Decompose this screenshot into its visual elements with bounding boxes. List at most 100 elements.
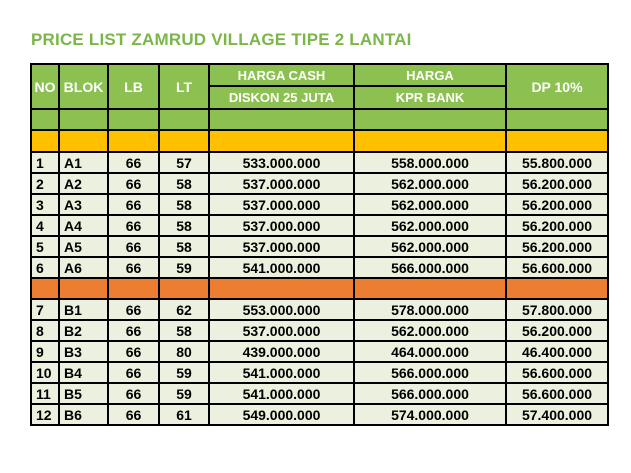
cell-blok: B5 [58,382,109,405]
table-row: 3 A3 66 58 537.000.000 562.000.000 56.200.000 [30,193,609,216]
table-row: 9 B3 66 80 439.000.000 464.000.000 46.400.000 [30,340,609,363]
cell-lb: 66 [107,319,160,342]
cell-blok: A5 [58,235,109,258]
cell-kpr: 574.000.000 [353,403,507,426]
cell-lt: 61 [158,403,210,426]
cell-cash: 537.000.000 [208,193,355,216]
table-row: 11 B5 66 59 541.000.000 566.000.000 56.600.000 [30,382,609,405]
cell-kpr: 562.000.000 [353,214,507,237]
cell-lb: 66 [107,172,160,195]
cell-dp: 55.800.000 [505,151,609,174]
cell-no: 2 [30,172,60,195]
cell-dp: 56.600.000 [505,361,609,384]
cell-blok: B4 [58,361,109,384]
header-row-2: DISKON 25 JUTA KPR BANK [31,85,608,110]
cell-lt: 59 [158,361,210,384]
cell-kpr: 562.000.000 [353,319,507,342]
cell-lt: 80 [158,340,210,363]
cell-dp: 56.200.000 [505,193,609,216]
cell-cash: 549.000.000 [208,403,355,426]
cell-no: 9 [30,340,60,363]
cell-lt: 58 [158,319,210,342]
cell-no: 3 [30,193,60,216]
cell-blok: A4 [58,214,109,237]
cell-kpr: 566.000.000 [353,256,507,279]
cell-blok: B3 [58,340,109,363]
header-cash-bottom: DISKON 25 JUTA [208,85,355,110]
header-dp: DP 10% [505,63,609,110]
table-row: 8 B2 66 58 537.000.000 562.000.000 56.200.000 [30,319,609,342]
table-row: 4 A4 66 58 537.000.000 562.000.000 56.200.000 [30,214,609,237]
cell-kpr: 562.000.000 [353,172,507,195]
cell-dp: 56.600.000 [505,382,609,405]
cell-lb: 66 [107,193,160,216]
cell-lb: 66 [107,214,160,237]
cell-kpr: 562.000.000 [353,235,507,258]
cell-no: 4 [30,214,60,237]
cell-dp: 56.200.000 [505,214,609,237]
cell-kpr: 578.000.000 [353,298,507,321]
cell-cash: 541.000.000 [208,256,355,279]
cell-lt: 59 [158,382,210,405]
cell-cash: 541.000.000 [208,361,355,384]
cell-lb: 66 [107,403,160,426]
cell-blok: A6 [58,256,109,279]
table-row: 12 B6 66 61 549.000.000 574.000.000 57.400.000 [30,403,609,426]
cell-lt: 58 [158,214,210,237]
cell-no: 8 [30,319,60,342]
cell-no: 11 [30,382,60,405]
cell-blok: A1 [58,151,109,174]
header-no: NO [30,63,60,110]
table-row: 2 A2 66 58 537.000.000 562.000.000 56.200.000 [30,172,609,195]
header-kpr-top: HARGA [353,63,507,87]
cell-no: 5 [30,235,60,258]
cell-blok: A2 [58,172,109,195]
cell-dp: 46.400.000 [505,340,609,363]
table-row: 1 A1 66 57 533.000.000 558.000.000 55.800.000 [30,151,609,174]
cell-cash: 537.000.000 [208,172,355,195]
cell-dp: 56.200.000 [505,172,609,195]
header-kpr-bottom: KPR BANK [353,85,507,110]
cell-no: 6 [30,256,60,279]
separator-orange [30,277,609,300]
table-row: 10 B4 66 59 541.000.000 566.000.000 56.600.000 [30,361,609,384]
cell-kpr: 566.000.000 [353,382,507,405]
cell-no: 10 [30,361,60,384]
cell-lb: 66 [107,235,160,258]
cell-kpr: 464.000.000 [353,340,507,363]
cell-cash: 537.000.000 [208,235,355,258]
cell-kpr: 566.000.000 [353,361,507,384]
cell-lt: 59 [158,256,210,279]
cell-cash: 439.000.000 [208,340,355,363]
header-row-1: NO BLOK LB LT HARGA CASH HARGA DP 10% [30,63,609,110]
header-cash-top: HARGA CASH [208,63,355,87]
cell-lb: 66 [107,298,160,321]
cell-lt: 62 [158,298,210,321]
cell-lb: 66 [107,151,160,174]
cell-lt: 58 [158,172,210,195]
table-row: 5 A5 66 58 537.000.000 562.000.000 56.200.000 [30,235,609,258]
cell-lb: 66 [107,256,160,279]
cell-lt: 57 [158,151,210,174]
page-title: PRICE LIST ZAMRUD VILLAGE TIPE 2 LANTAI [31,30,412,49]
cell-dp: 57.400.000 [505,403,609,426]
cell-blok: B1 [58,298,109,321]
cell-lt: 58 [158,235,210,258]
price-table: NO BLOK LB LT HARGA CASH HARGA DP 10% DI… [30,63,609,426]
cell-no: 1 [30,151,60,174]
cell-blok: B6 [58,403,109,426]
cell-cash: 537.000.000 [208,319,355,342]
cell-blok: B2 [58,319,109,342]
separator-yellow [30,129,609,153]
header-lt: LT [158,63,210,110]
cell-cash: 553.000.000 [208,298,355,321]
cell-dp: 56.200.000 [505,235,609,258]
cell-lb: 66 [107,361,160,384]
cell-cash: 541.000.000 [208,382,355,405]
cell-lb: 66 [107,382,160,405]
table-row: 6 A6 66 59 541.000.000 566.000.000 56.600.000 [30,256,609,279]
cell-lt: 58 [158,193,210,216]
header-lb: LB [107,63,160,110]
cell-blok: A3 [58,193,109,216]
cell-kpr: 558.000.000 [353,151,507,174]
